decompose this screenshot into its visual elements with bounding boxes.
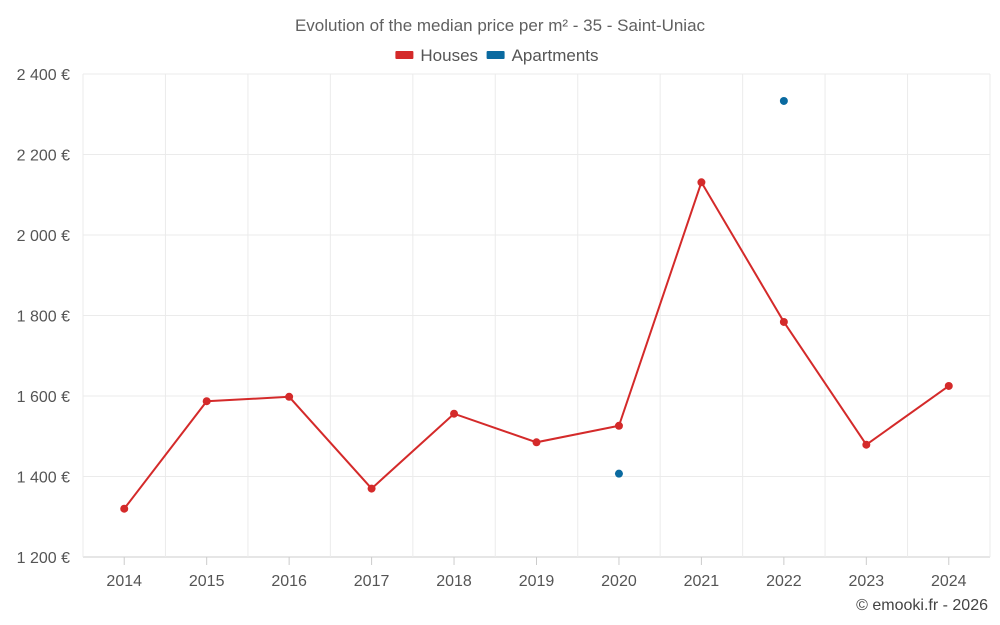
x-tick-label: 2019 <box>519 573 555 590</box>
legend-item-apartments[interactable]: Apartments <box>486 46 599 65</box>
x-tick-label: 2022 <box>766 573 802 590</box>
data-point[interactable] <box>779 317 788 326</box>
data-point[interactable] <box>614 469 623 478</box>
credit-text: © emooki.fr - 2026 <box>856 597 988 614</box>
x-axis-ticks: 2014 2015 2016 2017 2018 2019 2020 2021 2022 2023… <box>106 557 967 590</box>
y-tick-label: 1 800 € <box>17 309 70 326</box>
y-tick-label: 2 000 € <box>17 228 70 245</box>
data-point[interactable] <box>862 440 871 449</box>
x-tick-label: 2018 <box>436 573 472 590</box>
series-houses <box>120 178 953 513</box>
data-point[interactable] <box>285 392 294 401</box>
y-tick-label: 1 600 € <box>17 389 70 406</box>
data-point[interactable] <box>697 178 706 187</box>
data-point[interactable] <box>944 381 953 390</box>
x-tick-label: 2014 <box>106 573 142 590</box>
y-tick-label: 2 400 € <box>17 67 70 84</box>
legend-swatch <box>395 51 414 59</box>
x-tick-label: 2020 <box>601 573 637 590</box>
grid-lines <box>82 73 991 558</box>
legend-item-houses[interactable]: Houses <box>395 46 478 65</box>
x-tick-label: 2021 <box>684 573 720 590</box>
y-tick-label: 1 200 € <box>17 550 70 567</box>
data-point[interactable] <box>450 409 459 418</box>
x-tick-label: 2016 <box>271 573 307 590</box>
series-layer <box>120 96 953 513</box>
data-point[interactable] <box>614 421 623 430</box>
data-point[interactable] <box>120 504 129 513</box>
series-apartments <box>614 96 788 478</box>
x-tick-label: 2015 <box>189 573 225 590</box>
y-tick-label: 1 400 € <box>17 470 70 487</box>
y-tick-label: 2 200 € <box>17 148 70 165</box>
x-tick-label: 2017 <box>354 573 390 590</box>
data-point[interactable] <box>779 96 788 105</box>
legend-label: Houses <box>420 46 478 65</box>
data-point[interactable] <box>532 438 541 447</box>
x-tick-label: 2024 <box>931 573 967 590</box>
legend-swatch <box>486 51 505 59</box>
legend: Houses Apartments <box>395 46 599 65</box>
legend-label: Apartments <box>512 46 599 65</box>
data-point[interactable] <box>367 484 376 493</box>
data-point[interactable] <box>202 397 211 406</box>
y-axis-ticks: 1 200 € 1 400 € 1 600 € 1 800 € 2 000 € 2 200… <box>17 67 70 567</box>
chart-title: Evolution of the median price per m² - 3… <box>295 16 706 35</box>
x-tick-label: 2023 <box>849 573 885 590</box>
